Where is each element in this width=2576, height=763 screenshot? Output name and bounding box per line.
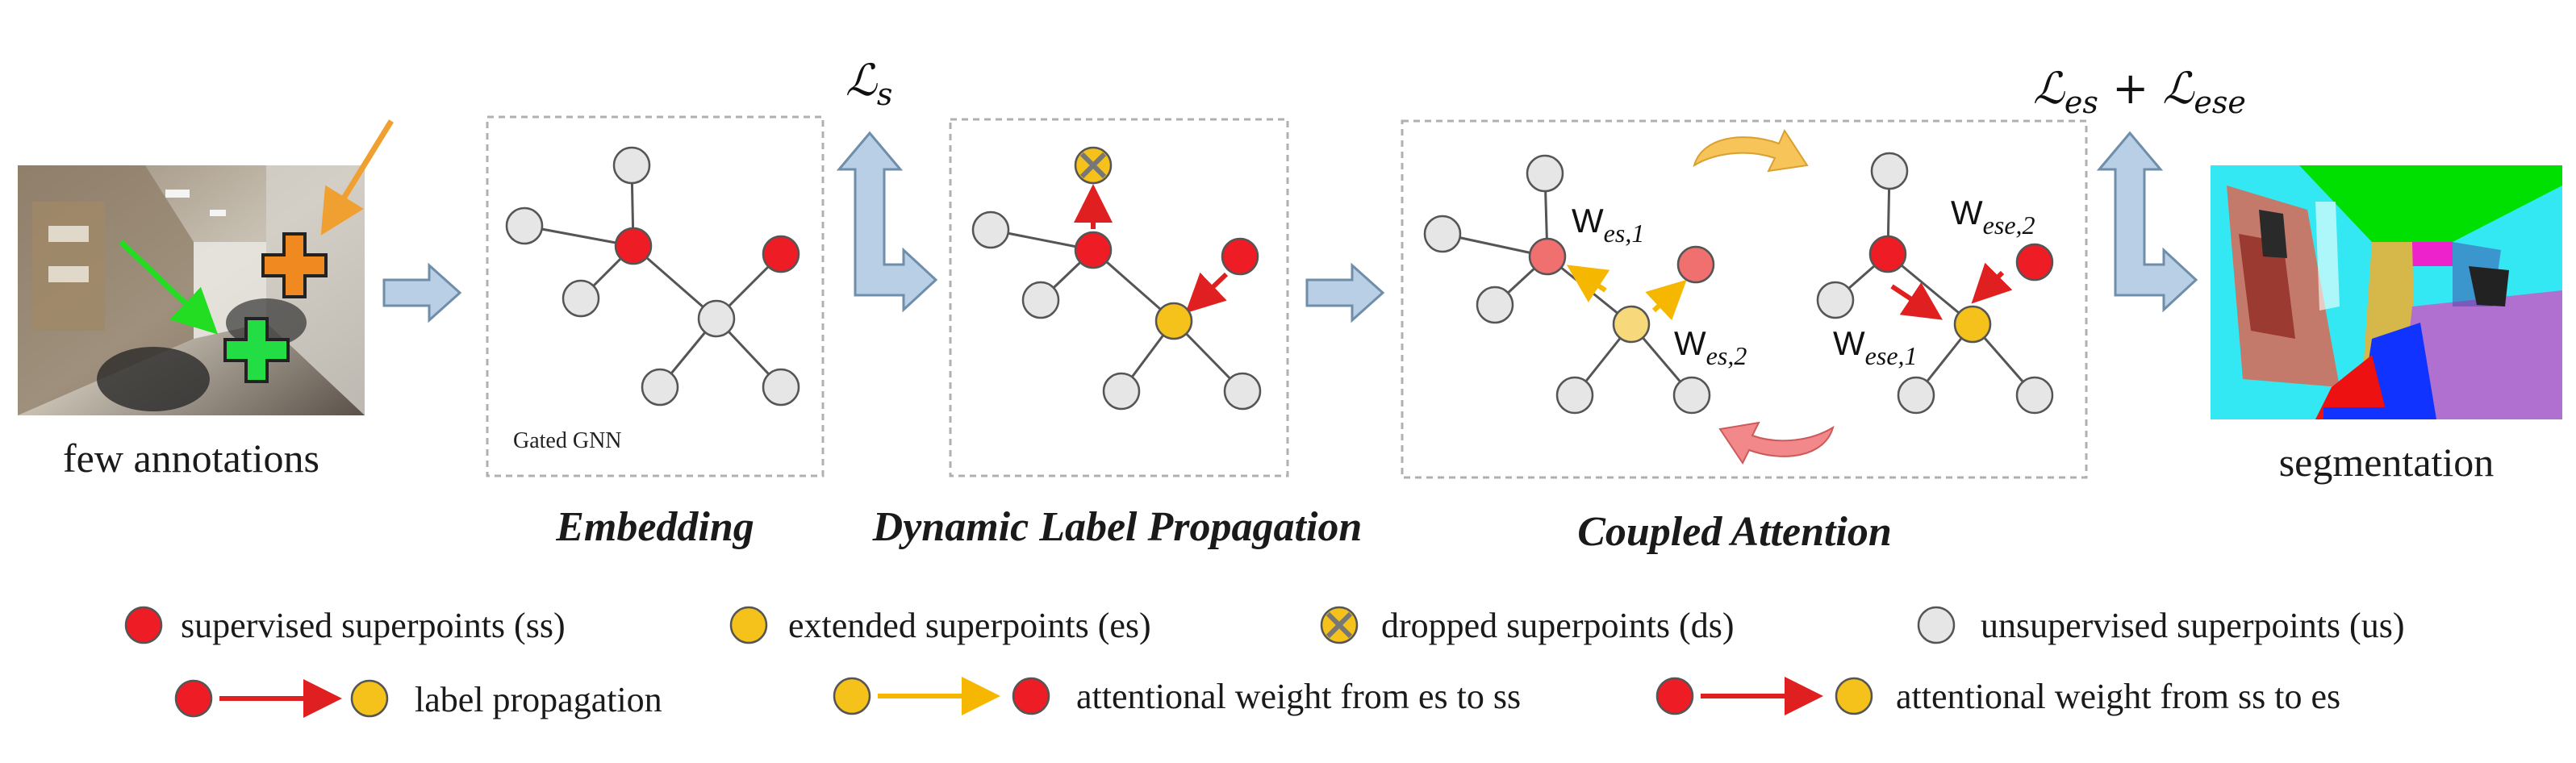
coupled-left-graph bbox=[1442, 173, 1693, 396]
ss-node bbox=[1676, 245, 1715, 284]
flow-arrow-4 bbox=[2096, 131, 2198, 313]
coupled-attention-box bbox=[1401, 119, 2088, 479]
ss-node bbox=[1528, 237, 1567, 276]
es-node bbox=[1154, 302, 1193, 340]
us-node bbox=[697, 299, 736, 338]
ss-node bbox=[1221, 237, 1259, 276]
segmentation-label: segmentation bbox=[2279, 440, 2495, 485]
legend-label-propagation: label propagation bbox=[415, 680, 662, 719]
legend-us-swatch bbox=[1917, 606, 1956, 644]
coupled-attention-label: Coupled Attention bbox=[1577, 509, 1892, 555]
legend-ss-swatch bbox=[124, 606, 163, 644]
loss-s: ℒs bbox=[845, 55, 892, 112]
es-node bbox=[1953, 305, 1992, 344]
us-node bbox=[2015, 376, 2054, 415]
us-node bbox=[762, 368, 800, 407]
segmentation-image bbox=[2211, 165, 2562, 419]
us-node bbox=[1816, 281, 1855, 319]
loss-es-ese: ℒes + ℒese bbox=[2033, 63, 2246, 120]
us-node bbox=[1526, 154, 1564, 193]
us-node bbox=[1870, 152, 1909, 190]
legend-prop-ss-swatch bbox=[174, 679, 213, 718]
embedding-box bbox=[486, 115, 825, 477]
us-node bbox=[1223, 372, 1262, 411]
us-node bbox=[1423, 215, 1462, 253]
flow-arrow-2 bbox=[836, 131, 938, 313]
us-node bbox=[1021, 281, 1060, 319]
us-node bbox=[1897, 376, 1935, 415]
legend: supervised superpoints (ss) extended sup… bbox=[124, 606, 2405, 719]
weight-es1: Wes,1 bbox=[1572, 202, 1644, 248]
us-node bbox=[1102, 372, 1141, 411]
cycle-arrow-top bbox=[1693, 128, 1809, 173]
legend-ss-label: supervised superpoints (ss) bbox=[181, 606, 566, 645]
legend-prop-es-swatch bbox=[350, 679, 389, 718]
weight-es2: Wes,2 bbox=[1674, 324, 1747, 370]
legend-ds-label: dropped superpoints (ds) bbox=[1381, 606, 1735, 645]
weight-ese2: Wese,2 bbox=[1951, 194, 2035, 240]
legend-att2-es-swatch bbox=[1835, 677, 1873, 715]
us-node bbox=[1476, 286, 1514, 324]
ss-node bbox=[614, 227, 653, 265]
embedding-graph bbox=[524, 165, 783, 389]
legend-es-swatch bbox=[729, 606, 768, 644]
gated-gnn-label: Gated GNN bbox=[513, 428, 622, 453]
input-scene-image bbox=[18, 119, 394, 415]
ss-node bbox=[1868, 235, 1907, 273]
legend-att-es-swatch bbox=[833, 677, 871, 715]
us-node bbox=[562, 279, 600, 318]
ss-node bbox=[762, 235, 800, 273]
ss-node bbox=[2015, 243, 2054, 281]
embedding-label: Embedding bbox=[555, 504, 754, 550]
legend-us-label: unsupervised superpoints (us) bbox=[1981, 606, 2405, 645]
us-node bbox=[971, 211, 1010, 249]
es-node bbox=[1612, 305, 1651, 344]
legend-att2-ss-swatch bbox=[1655, 677, 1694, 715]
weight-ese1: Wese,1 bbox=[1833, 324, 1918, 370]
legend-att-ss-to-es: attentional weight from ss to es bbox=[1896, 677, 2340, 716]
us-node bbox=[612, 146, 651, 185]
ss-node bbox=[1074, 231, 1113, 269]
cycle-arrow-bottom bbox=[1718, 421, 1835, 465]
dlp-box bbox=[949, 118, 1289, 477]
flow-arrow-3 bbox=[1305, 262, 1385, 323]
legend-att-ss-swatch bbox=[1012, 677, 1050, 715]
dlp-label: Dynamic Label Propagation bbox=[872, 504, 1363, 550]
us-node bbox=[1672, 376, 1711, 415]
few-annotations-label: few annotations bbox=[63, 436, 319, 481]
us-node bbox=[505, 206, 544, 245]
legend-att-es-to-ss: attentional weight from es to ss bbox=[1076, 677, 1521, 716]
flow-arrow-1 bbox=[382, 262, 462, 323]
us-node bbox=[641, 368, 679, 407]
us-node bbox=[1555, 376, 1594, 415]
legend-es-label: extended superpoints (es) bbox=[788, 606, 1151, 645]
